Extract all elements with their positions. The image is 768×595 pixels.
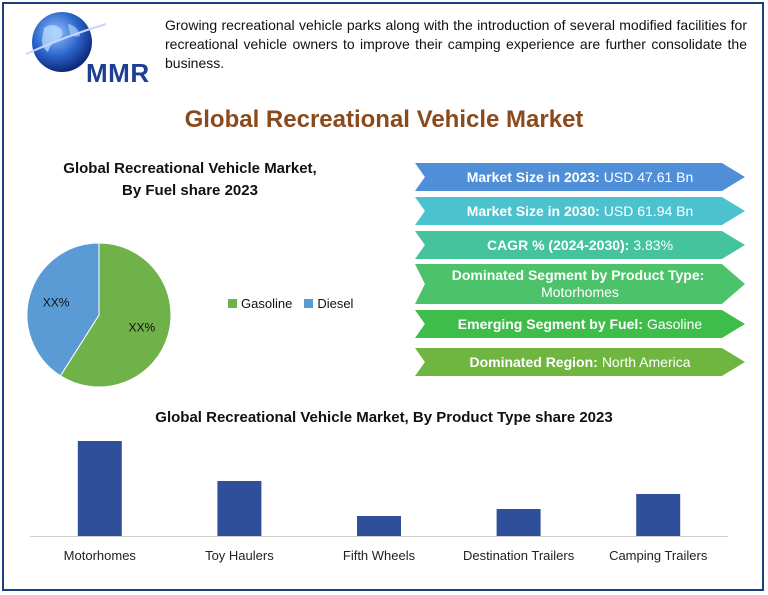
stat-cagr: CAGR % (2024-2030): 3.83% <box>415 231 745 259</box>
bar-motorhomes <box>77 441 122 536</box>
bar-destination-trailers <box>496 509 541 536</box>
stat-market-size-2023: Market Size in 2023: USD 47.61 Bn <box>415 163 745 191</box>
stat-label: Dominated Region: <box>469 354 598 370</box>
stat-market-size-2030: Market Size in 2030: USD 61.94 Bn <box>415 197 745 225</box>
stat-label: Market Size in 2023: <box>466 169 600 185</box>
stat-dominated-region: Dominated Region: North America <box>415 348 745 376</box>
legend-swatch-diesel <box>304 299 314 308</box>
product-type-bar-chart: Motorhomes Toy Haulers Fifth Wheels Destina… <box>30 441 728 563</box>
bar-chart-title: Global Recreational Vehicle Market, By P… <box>155 409 613 426</box>
pie-chart-title: Global Recreational Vehicle Market, By F… <box>30 158 350 202</box>
stat-label: CAGR % (2024-2030): <box>486 237 630 253</box>
fuel-pie-chart: XX% XX% <box>26 242 172 388</box>
stat-dominated-product-type: Dominated Segment by Product Type: Motor… <box>415 264 745 304</box>
legend-label-diesel: Diesel <box>317 296 354 311</box>
legend-item-diesel: Diesel <box>304 296 353 311</box>
logo-text: MMR <box>86 58 150 88</box>
stat-label: Market Size in 2030: <box>466 203 600 219</box>
stat-value: USD 61.94 Bn <box>603 203 694 219</box>
page-title: Global Recreational Vehicle Market <box>184 106 584 133</box>
bar-fifth-wheels <box>357 516 401 536</box>
bar-camping-trailers <box>636 494 681 536</box>
legend-swatch-gasoline <box>228 299 237 308</box>
stat-value: Gasoline <box>646 316 703 332</box>
x-tick-label: Camping Trailers <box>609 548 708 563</box>
pie-title-line1: Global Recreational Vehicle Market, <box>63 160 317 177</box>
pie-slice-gasoline <box>59 242 172 388</box>
mmr-logo: MMR <box>18 8 149 88</box>
pie-data-label-diesel: XX% <box>43 296 70 310</box>
bar-toy-haulers <box>217 481 262 536</box>
stat-value: 3.83% <box>633 237 674 253</box>
x-tick-label: Toy Haulers <box>205 548 274 563</box>
stat-value: Motorhomes <box>541 284 619 300</box>
globe-icon <box>25 12 107 72</box>
stat-value: USD 47.61 Bn <box>603 169 694 185</box>
pie-title-line2: By Fuel share 2023 <box>122 182 258 199</box>
pie-slice-diesel <box>26 242 100 377</box>
x-tick-label: Motorhomes <box>64 548 137 563</box>
legend-label-gasoline: Gasoline <box>241 296 293 311</box>
stat-label: Emerging Segment by Fuel: <box>457 316 643 332</box>
stat-value: North America <box>601 354 691 370</box>
x-tick-label: Destination Trailers <box>463 548 575 563</box>
stat-label: Dominated Segment by Product Type: <box>451 267 705 283</box>
stat-emerging-fuel: Emerging Segment by Fuel: Gasoline <box>415 310 745 338</box>
intro-paragraph: Growing recreational vehicle parks along… <box>165 17 747 71</box>
x-tick-label: Fifth Wheels <box>343 548 416 563</box>
pie-legend: Gasoline Diesel <box>228 296 365 311</box>
pie-data-label-gasoline: XX% <box>129 320 156 334</box>
legend-item-gasoline: Gasoline <box>228 296 292 311</box>
